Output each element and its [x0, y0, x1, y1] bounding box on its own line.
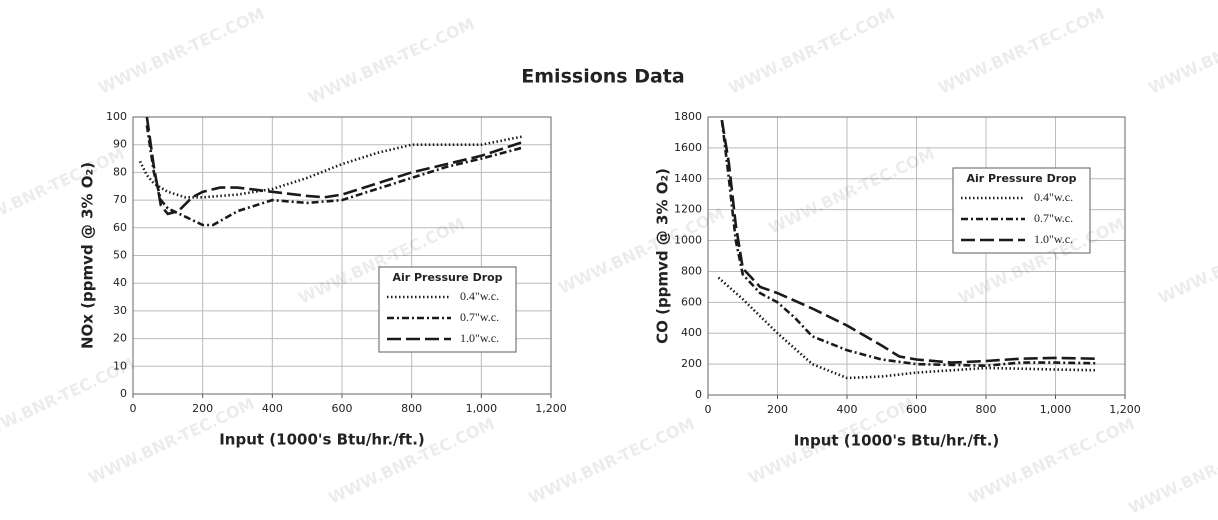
x-tick-label: 200	[767, 403, 788, 416]
series-line	[145, 125, 524, 227]
legend-title: Air Pressure Drop	[966, 172, 1076, 185]
legend-label: 0.4"w.c.	[460, 289, 499, 303]
y-tick-label: 20	[113, 332, 127, 345]
y-tick-label: 1600	[674, 141, 702, 154]
y-tick-label: 1400	[674, 172, 702, 185]
x-tick-label: 0	[130, 402, 137, 415]
y-tick-label: 60	[113, 221, 127, 234]
y-tick-label: 400	[681, 326, 702, 339]
x-tick-label: 600	[332, 402, 353, 415]
y-tick-label: 40	[113, 276, 127, 289]
watermark: WWW.BNR-TEC.COM	[306, 14, 478, 108]
x-tick-label: 1,000	[1040, 403, 1072, 416]
x-tick-label: 0	[705, 403, 712, 416]
legend-label: 0.7"w.c.	[460, 310, 499, 324]
legend-label: 0.7"w.c.	[1034, 211, 1073, 225]
x-axis-label: Input (1000's Btu/hr./ft.)	[219, 431, 425, 449]
x-tick-label: 800	[401, 402, 422, 415]
y-tick-label: 0	[120, 387, 127, 400]
watermark: WWW.BNR-TEC.COM	[1126, 424, 1218, 518]
y-tick-label: 600	[681, 295, 702, 308]
y-tick-label: 1200	[674, 203, 702, 216]
watermark: WWW.BNR-TEC.COM	[556, 204, 728, 298]
legend-label: 1.0"w.c.	[460, 331, 499, 345]
watermark: WWW.BNR-TEC.COM	[326, 414, 498, 508]
y-tick-label: 30	[113, 304, 127, 317]
y-tick-label: 10	[113, 359, 127, 372]
x-tick-label: 800	[976, 403, 997, 416]
y-tick-label: 800	[681, 264, 702, 277]
x-tick-label: 400	[262, 402, 283, 415]
y-axis-label: CO (ppmvd @ 3% O₂)	[654, 168, 672, 344]
x-tick-label: 1,200	[1109, 403, 1141, 416]
legend-box	[378, 266, 517, 353]
y-tick-label: 0	[695, 388, 702, 401]
y-tick-label: 80	[113, 165, 127, 178]
series-line	[720, 119, 1098, 364]
y-tick-label: 70	[113, 193, 127, 206]
series-line	[138, 135, 524, 199]
watermark: WWW.BNR-TEC.COM	[1156, 214, 1218, 308]
x-axis-label: Input (1000's Btu/hr./ft.)	[794, 432, 1000, 450]
watermark: WWW.BNR-TEC.COM	[0, 354, 137, 448]
watermark: WWW.BNR-TEC.COM	[966, 414, 1138, 508]
watermark: WWW.BNR-TEC.COM	[96, 4, 268, 98]
page-title: Emissions Data	[521, 66, 684, 88]
watermark: WWW.BNR-TEC.COM	[726, 4, 898, 98]
watermark: WWW.BNR-TEC.COM	[0, 144, 127, 238]
x-tick-label: 1,200	[535, 402, 567, 415]
series-line	[145, 116, 524, 216]
plot-frame	[707, 116, 1126, 396]
y-tick-label: 100	[106, 110, 127, 123]
x-tick-label: 400	[837, 403, 858, 416]
x-tick-label: 200	[192, 402, 213, 415]
legend-label: 0.4"w.c.	[1034, 190, 1073, 204]
y-axis-label: NOx (ppmvd @ 3% O₂)	[79, 162, 97, 349]
series-line	[720, 119, 1098, 368]
y-tick-label: 200	[681, 357, 702, 370]
legend-label: 1.0"w.c.	[1034, 232, 1073, 246]
x-tick-label: 1,000	[466, 402, 498, 415]
legend-title: Air Pressure Drop	[392, 271, 502, 284]
y-tick-label: 50	[113, 249, 127, 262]
y-tick-label: 90	[113, 138, 127, 151]
watermark: WWW.BNR-TEC.COM	[1146, 4, 1218, 98]
watermark: WWW.BNR-TEC.COM	[526, 414, 698, 508]
y-tick-label: 1000	[674, 234, 702, 247]
y-tick-label: 1800	[674, 110, 702, 123]
plot-frame	[132, 116, 552, 395]
x-tick-label: 600	[906, 403, 927, 416]
watermark: WWW.BNR-TEC.COM	[936, 4, 1108, 98]
series-line	[717, 276, 1098, 380]
